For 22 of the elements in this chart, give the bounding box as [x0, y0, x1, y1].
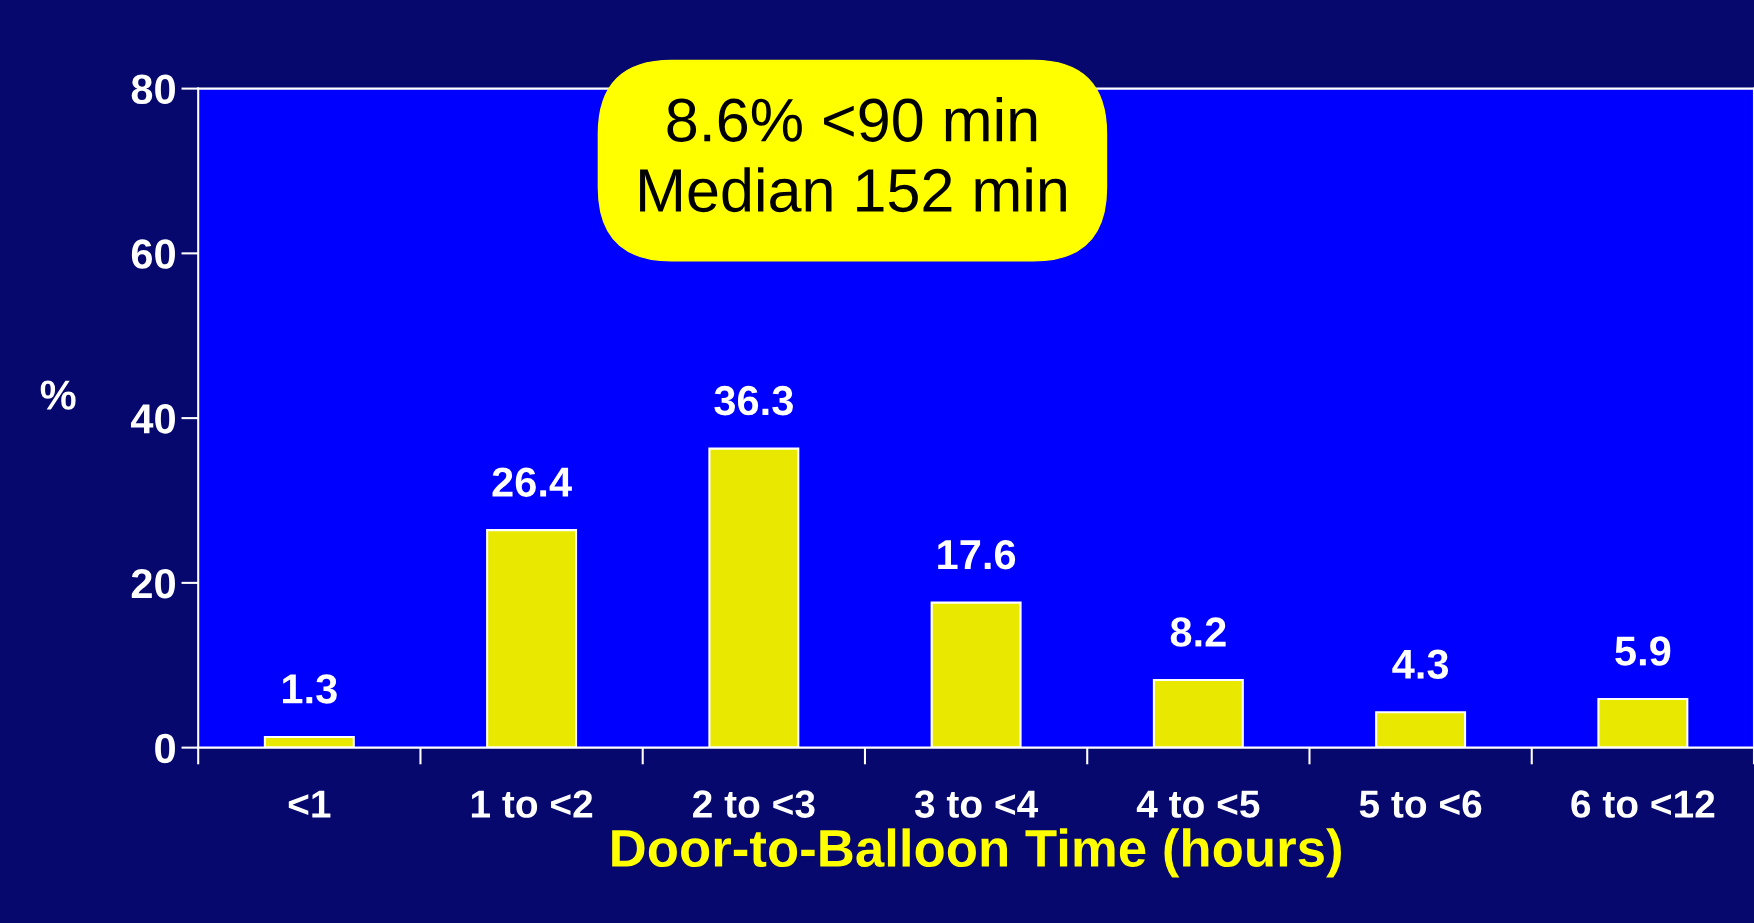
- y-tick-label: 0: [155, 733, 175, 764]
- x-tick-label: 3 to <4: [914, 790, 1039, 818]
- x-tick-label: 6 to <12: [1571, 790, 1715, 818]
- y-tick-label: 80: [131, 74, 175, 105]
- data-label: 5.9: [1615, 636, 1671, 666]
- x-axis-title: Door-to-Balloon Time (hours): [612, 828, 1341, 878]
- x-tick-label: 1 to <2: [471, 790, 593, 818]
- x-tick-label: 4 to <5: [1136, 790, 1260, 818]
- data-label: 4.3: [1392, 649, 1449, 680]
- data-label: 26.4: [492, 467, 572, 497]
- data-label: 36.3: [714, 385, 793, 416]
- y-tick-label: 40: [130, 404, 175, 434]
- data-label: 1.3: [283, 674, 337, 704]
- y-tick-label: 20: [131, 568, 175, 599]
- annotation: 8.6% <90 min Median 152 min: [640, 96, 1066, 213]
- data-label: 17.6: [938, 539, 1016, 570]
- x-tick-label: 5 to <6: [1359, 790, 1482, 818]
- data-label: 8.2: [1170, 617, 1226, 647]
- y-axis-title: %: [40, 380, 76, 410]
- y-tick-label: 60: [131, 239, 175, 269]
- x-tick-label: <1: [288, 790, 331, 818]
- x-tick-label: 2 to <3: [693, 790, 815, 818]
